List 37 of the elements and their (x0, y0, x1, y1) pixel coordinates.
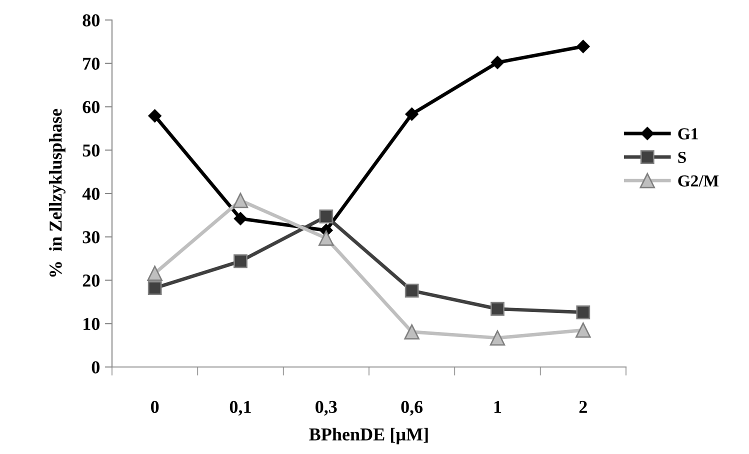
legend-label: G1 (678, 128, 698, 140)
point (234, 212, 248, 226)
y-tick-label: 0 (92, 361, 100, 374)
point (490, 330, 506, 346)
y-axis-title: % in Zellzyklusphase (49, 108, 66, 277)
x-tick-label: 1 (494, 400, 502, 413)
point (318, 230, 334, 246)
y-tick-label: 60 (82, 101, 100, 114)
point (404, 284, 419, 298)
point (490, 56, 504, 70)
y-tick-label: 70 (83, 58, 100, 70)
point (319, 210, 334, 224)
x-tick-label: 2 (579, 400, 587, 413)
point (234, 254, 248, 268)
x-tick-label: 0,1 (230, 400, 251, 416)
y-tick-label: 50 (82, 144, 100, 157)
point (232, 192, 248, 208)
x-axis-title: BPhenDE [µM] (309, 428, 428, 444)
point (148, 281, 162, 295)
point (405, 108, 418, 121)
y-tick-label: 10 (84, 318, 100, 330)
point (576, 322, 591, 338)
legend-label: G2/M (678, 175, 719, 187)
point (490, 302, 504, 316)
point (147, 266, 162, 281)
x-tick-label: 0,6 (401, 400, 423, 416)
point (148, 109, 162, 122)
y-tick-label: 20 (82, 274, 100, 287)
point (576, 305, 590, 320)
x-tick-label: 0 (151, 400, 159, 414)
y-tick-label: 80 (82, 14, 100, 26)
point (576, 40, 590, 54)
x-tick-label: 0,3 (316, 400, 337, 416)
y-tick-label: 30 (82, 231, 100, 244)
point (404, 324, 420, 340)
y-tick-label: 40 (82, 188, 100, 200)
legend-label: S (678, 152, 686, 164)
